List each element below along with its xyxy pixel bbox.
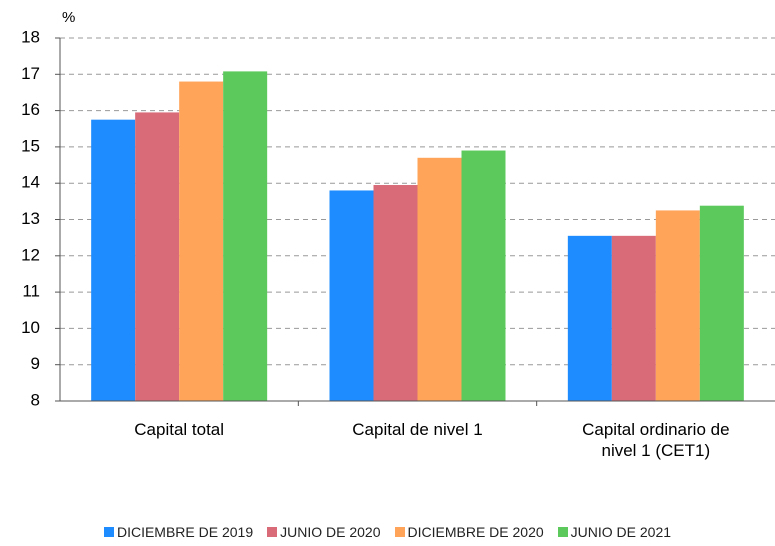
legend-label: DICIEMBRE DE 2019 [116,524,254,540]
bar [223,71,268,402]
y-tick-label: 10 [21,318,40,337]
bar [611,235,656,401]
bar [417,157,462,401]
bar [373,185,418,401]
y-tick-label: 13 [21,209,40,228]
legend-item: DICIEMBRE DE 2019 [103,524,254,540]
bar [179,81,224,401]
legend-item: JUNIO DE 2020 [267,524,381,540]
y-tick-label: 9 [31,354,40,373]
y-tick-label: 17 [21,64,40,83]
bar [699,205,744,401]
legend-label: JUNIO DE 2021 [570,524,672,540]
legend-swatch [267,527,278,537]
legend: DICIEMBRE DE 2019 JUNIO DE 2020 DICIEMBRE … [0,524,775,540]
legend-item: DICIEMBRE DE 2020 [394,524,544,540]
x-tick-label: Capital de nivel 1 [352,420,483,439]
bar [655,210,700,401]
y-tick-label: 11 [22,282,40,301]
y-tick-label: 16 [21,100,40,119]
legend-item: JUNIO DE 2021 [557,524,672,540]
legend-swatch [557,527,568,537]
bar [91,119,136,402]
legend-label: JUNIO DE 2020 [280,524,381,540]
y-tick-label: 8 [31,390,40,409]
y-tick-label: 14 [21,173,40,192]
bar [329,190,374,401]
y-unit: % [62,9,75,26]
bar [461,150,506,401]
y-tick-label: 18 [21,27,40,46]
legend-label: DICIEMBRE DE 2020 [407,524,544,540]
legend-swatch [103,527,114,537]
y-tick-label: 15 [21,136,40,155]
x-tick-label: Capital total [134,420,225,439]
x-tick-label: Capital ordinario de nivel 1 (CET1) [582,420,730,460]
bar [135,112,180,401]
bar [567,235,612,401]
y-tick-label: 12 [21,245,40,264]
legend-swatch [394,527,405,537]
